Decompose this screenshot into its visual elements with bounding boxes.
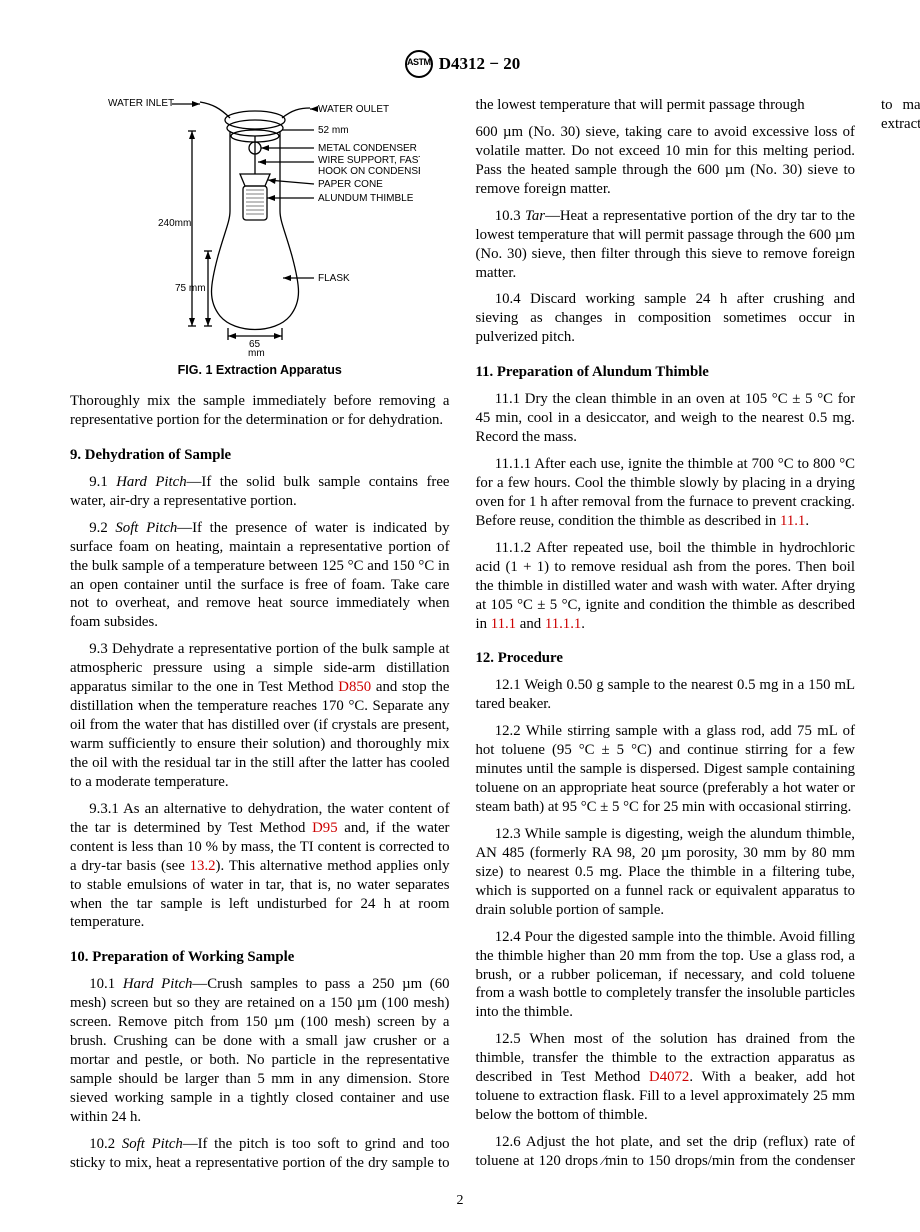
body-columns: 240mm 75 mm 65 mm WATER INLET WATER OULE… [70, 96, 855, 1176]
para-11-1: 11.1 Dry the clean thimble in an oven at… [476, 390, 856, 447]
figure-1: 240mm 75 mm 65 mm WATER INLET WATER OULE… [70, 96, 450, 378]
para-11-1-1: 11.1.1 After each use, ignite the thimbl… [476, 455, 856, 531]
para-10-3: 10.3 Tar—Heat a representative portion o… [476, 207, 856, 283]
para-12-2: 12.2 While stirring sample with a glass … [476, 722, 856, 817]
link-d4072[interactable]: D4072 [649, 1069, 689, 1085]
wire-support-label2: HOOK ON CONDENSER TOP [318, 166, 420, 177]
section-12-head: 12. Procedure [476, 649, 856, 668]
link-11-1-b[interactable]: 11.1 [491, 616, 516, 632]
paper-cone-label: PAPER CONE [318, 179, 383, 190]
section-11-head: 11. Preparation of Alundum Thimble [476, 363, 856, 382]
section-9-head: 9. Dehydration of Sample [70, 446, 450, 465]
para-9-3-1: 9.3.1 As an alternative to dehydration, … [70, 800, 450, 933]
para-intro: Thoroughly mix the sample immediately be… [70, 392, 450, 430]
wire-support-label: WIRE SUPPORT, FASTEN TO [318, 155, 420, 166]
para-11-1-2: 11.1.2 After repeated use, boil the thim… [476, 539, 856, 634]
astm-logo-icon: ASTM [405, 50, 433, 78]
para-10-1: 10.1 Hard Pitch—Crush samples to pass a … [70, 975, 450, 1127]
water-inlet-label: WATER INLET [108, 98, 174, 109]
para-12-1: 12.1 Weigh 0.50 g sample to the nearest … [476, 676, 856, 714]
water-outlet-label: WATER OULET [318, 104, 389, 115]
dim-75-label: 75 mm [175, 283, 206, 294]
link-11-1-1[interactable]: 11.1.1 [545, 616, 581, 632]
link-d850[interactable]: D850 [338, 679, 371, 695]
page-number: 2 [0, 1192, 920, 1210]
para-9-3: 9.3 Dehydrate a representative portion o… [70, 640, 450, 792]
metal-condenser-label: METAL CONDENSER [318, 143, 417, 154]
para-12-3: 12.3 While sample is digesting, weigh th… [476, 825, 856, 920]
link-13-2[interactable]: 13.2 [190, 858, 216, 874]
section-10-head: 10. Preparation of Working Sample [70, 948, 450, 967]
dim-240-label: 240mm [158, 218, 191, 229]
para-9-1: 9.1 Hard Pitch—If the solid bulk sample … [70, 473, 450, 511]
link-d95[interactable]: D95 [312, 820, 337, 836]
link-11-1-a[interactable]: 11.1 [780, 513, 805, 529]
flask-label: FLASK [318, 273, 350, 284]
para-12-4: 12.4 Pour the digested sample into the t… [476, 928, 856, 1023]
para-10-2b: 600 µm (No. 30) sieve, taking care to av… [476, 123, 856, 199]
extraction-apparatus-diagram: 240mm 75 mm 65 mm WATER INLET WATER OULE… [100, 96, 420, 356]
figure-1-caption: FIG. 1 Extraction Apparatus [70, 362, 450, 378]
dim-65-unit: mm [248, 348, 265, 356]
dim-52-label: 52 mm [318, 125, 349, 136]
para-12-5: 12.5 When most of the solution has drain… [476, 1030, 856, 1125]
page-header: ASTM D4312 − 20 [70, 50, 855, 78]
para-10-4: 10.4 Discard working sample 24 h after c… [476, 290, 856, 347]
para-9-2: 9.2 Soft Pitch—If the presence of water … [70, 519, 450, 633]
alundum-thimble-label: ALUNDUM THIMBLE [318, 193, 414, 204]
designation: D4312 − 20 [439, 53, 520, 75]
